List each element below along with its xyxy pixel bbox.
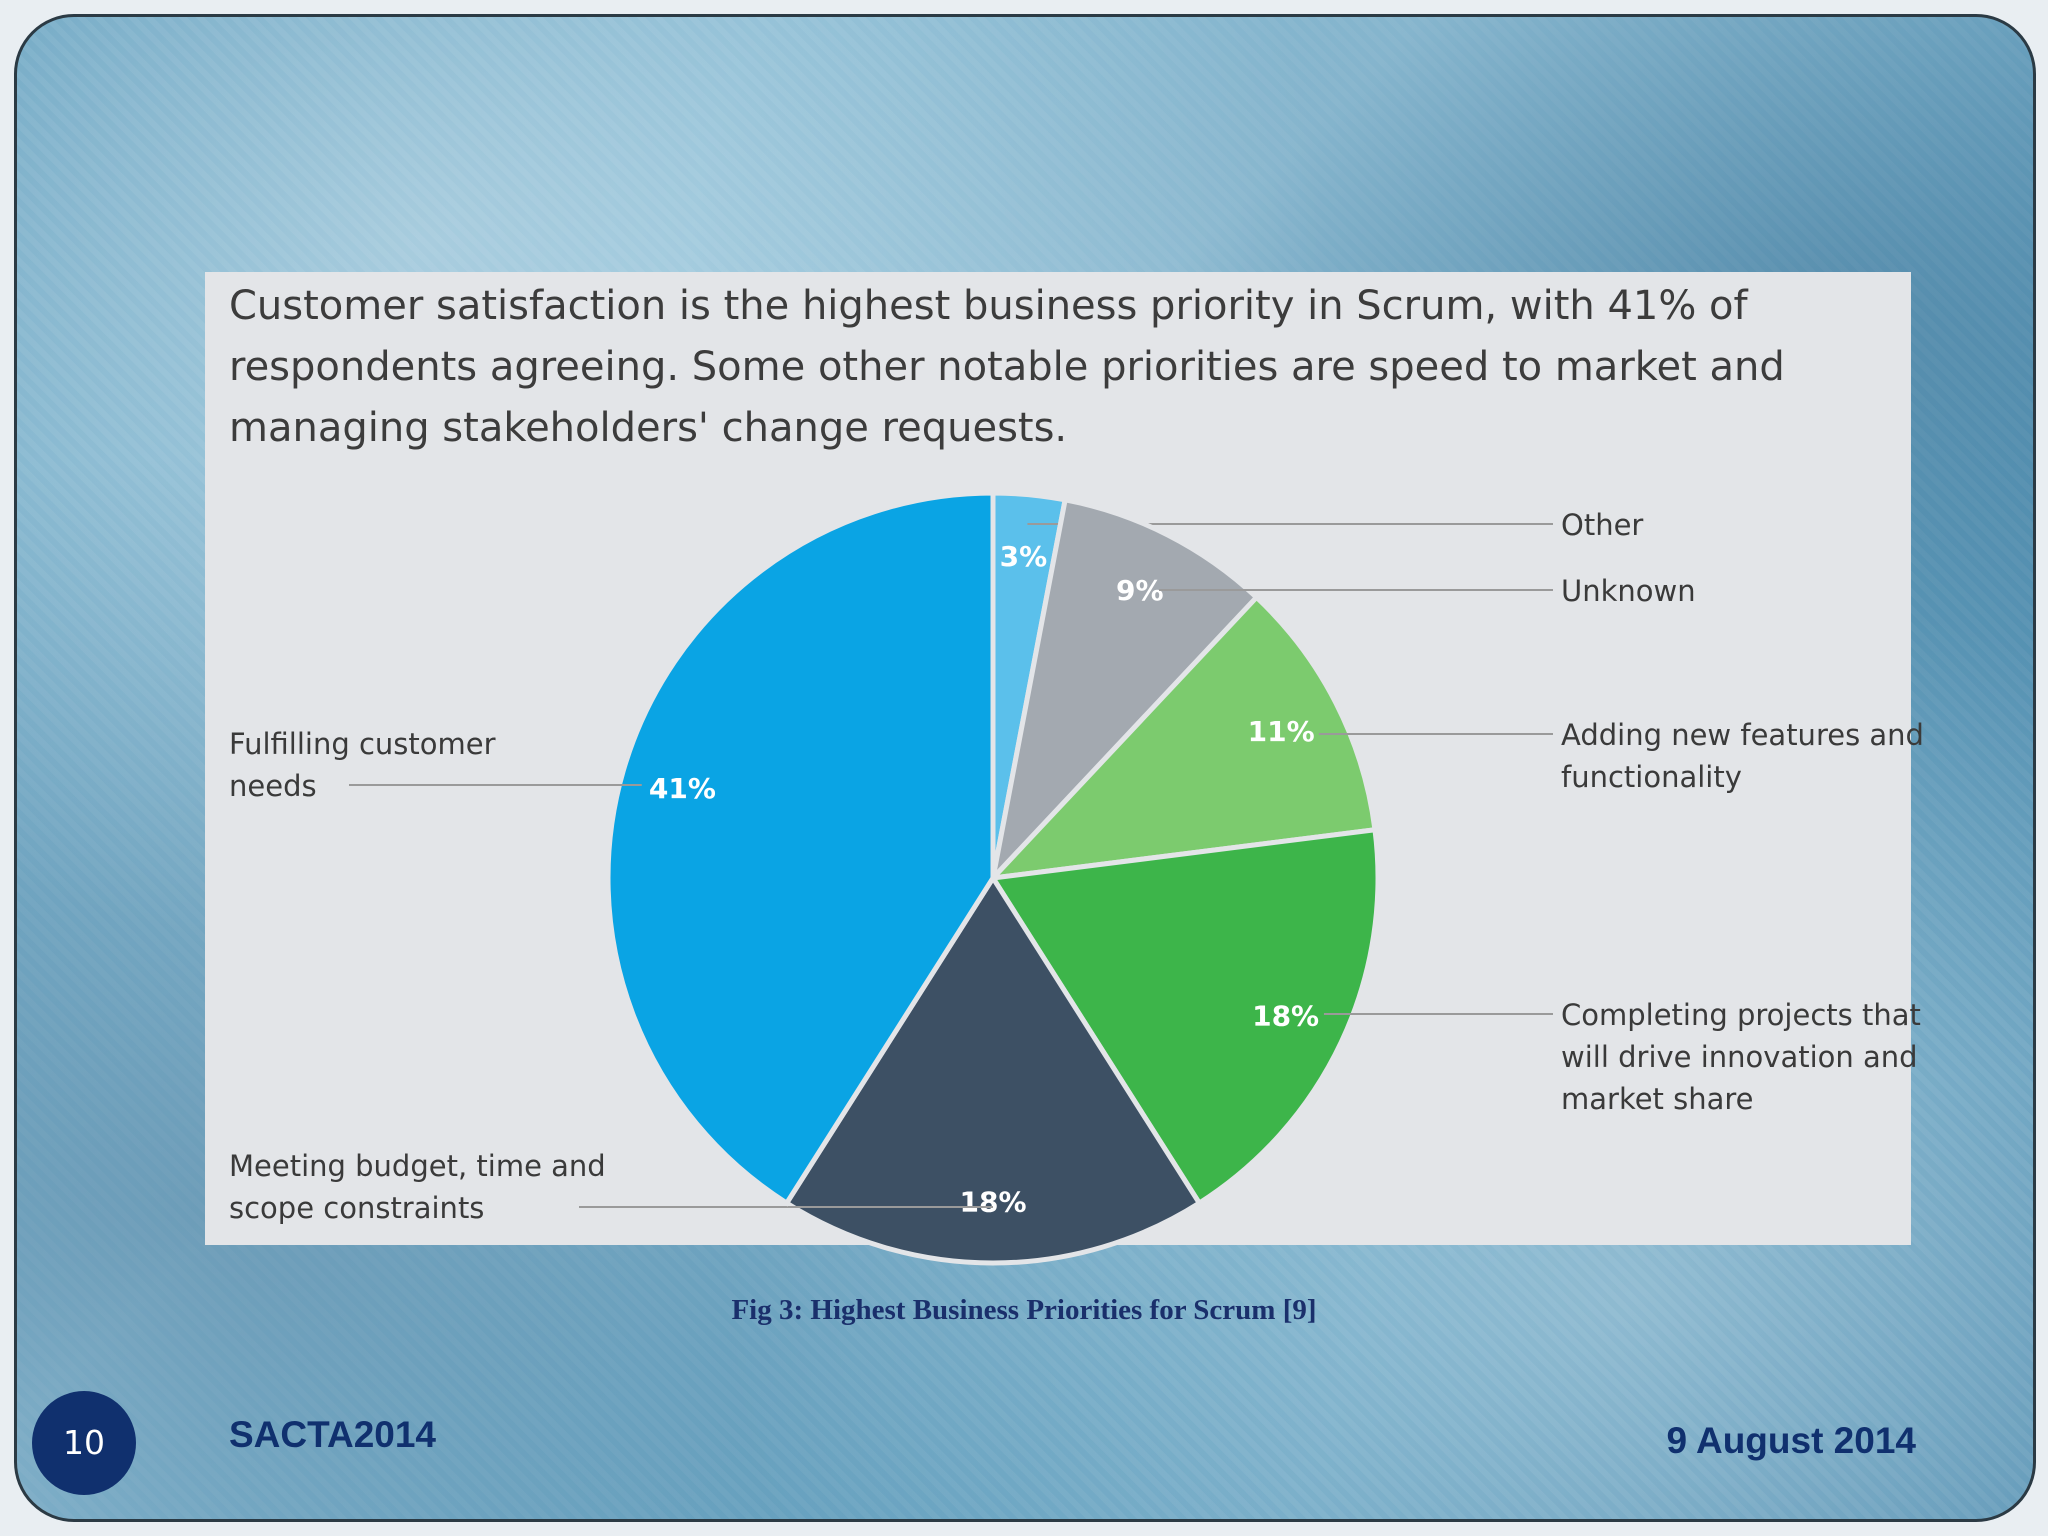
category-label: Unknown	[1561, 574, 1696, 608]
pie-slice	[986, 593, 1378, 882]
category-label: Fulfilling customer needs	[229, 727, 496, 803]
category-label: Adding new features and functionality	[1561, 718, 1924, 794]
slice-value-label: 41%	[649, 772, 716, 805]
category-label: Other	[1561, 508, 1644, 542]
pie-slice	[783, 873, 1203, 1266]
date: 9 August 2014	[1666, 1420, 1917, 1461]
slice-value-label: 18%	[1252, 1000, 1319, 1033]
category-label: Completing projects that will drive inno…	[1561, 998, 1921, 1116]
slice-value-label: 9%	[1116, 574, 1164, 607]
category-label: Meeting budget, time and scope constrain…	[229, 1149, 606, 1225]
slice-value-label: 3%	[1000, 540, 1048, 573]
slice-value-label: 18%	[959, 1185, 1026, 1218]
figure-caption: Fig 3: Highest Business Priorities for S…	[731, 1294, 1317, 1326]
slide-number: 10	[32, 1391, 136, 1495]
pie-slice	[988, 826, 1381, 1207]
organization: SACTA2014	[229, 1414, 437, 1455]
pie-slice	[988, 496, 1261, 886]
chart-title: Customer satisfaction is the highest bus…	[229, 283, 1785, 451]
pie-slice	[605, 490, 996, 1207]
slice-value-label: 11%	[1248, 715, 1315, 748]
